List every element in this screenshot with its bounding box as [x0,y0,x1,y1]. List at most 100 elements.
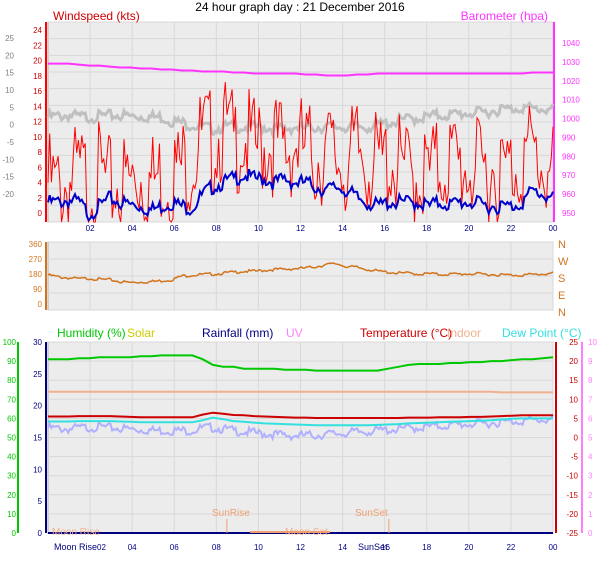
tick-label: 1020 [562,77,580,86]
x-tick-label: 14 [338,224,347,233]
legend-solar: Solar [127,326,155,340]
tick-label: 70 [7,395,16,404]
tick-label: 6 [588,414,593,423]
tick-label: 0 [574,434,579,443]
wind-direction-series-line [47,262,554,284]
tick-label: 0 [38,209,43,218]
tick-label: 8 [588,376,593,385]
tick-label: 18 [33,72,42,81]
x-tick-label: 02 [86,224,95,233]
tick-label: -10 [566,472,578,481]
tick-label: 12 [33,118,42,127]
direction-grid [48,241,554,311]
x-tick-label: 08 [212,543,221,552]
sunset-label: SunSet [355,508,388,519]
tick-label: 10 [33,465,42,474]
tick-label: 25 [569,338,578,347]
tick-label: 980 [562,152,576,161]
x-tick-label: 06 [170,224,179,233]
x-tick-label: 18 [422,543,431,552]
tick-label: 20 [569,357,578,366]
tick-label: 1010 [562,96,580,105]
temperature-grid [48,341,554,534]
tick-label: 40 [7,453,16,462]
grey-series-line [46,100,555,141]
tick-label: 20 [33,57,42,66]
tick-label: 990 [562,133,576,142]
barometer-series-line [48,62,553,77]
x-tick-label: 18 [422,224,431,233]
x-tick-label: 00 [549,543,558,552]
tick-label: 90 [7,357,16,366]
tick-label: 100 [3,338,17,347]
legend-temperature: Temperature (°C) [360,326,452,340]
tick-label: 5 [38,497,43,506]
tick-label: 0 [12,529,17,538]
tick-label: 15 [569,376,578,385]
tick-label: 960 [562,190,576,199]
wind-x-ticks: 02 04 06 08 10 12 14 16 18 20 22 00 [86,224,558,233]
tick-label: -20 [566,510,578,519]
tick-label: 25 [5,34,14,43]
tick-label: 90 [33,285,42,294]
tick-label: S [558,273,565,285]
tick-label: 7 [588,395,593,404]
x-tick-label: 22 [506,224,515,233]
grey-axis-ticks: 25 20 15 10 5 0 -5 -10 -15 -20 [2,34,14,199]
tick-label: 0 [10,121,15,130]
temp-axis-ticks: 25 20 15 10 5 0 -5 -10 -15 -20 -25 [566,338,578,538]
tick-label: 970 [562,171,576,180]
tick-label: 22 [33,41,42,50]
x-tick-label: 06 [170,543,179,552]
x-tick-label: 04 [128,543,137,552]
humidity-series-line [48,354,554,372]
tick-label: 5 [574,414,579,423]
tick-label: 1030 [562,58,580,67]
barometer-axis-label: Barometer (hpa) [461,9,548,23]
tick-label: 6 [38,163,43,172]
tick-label: 5 [10,103,15,112]
tick-label: 15 [33,434,42,443]
tick-label: -5 [571,453,579,462]
x-tick-label: 16 [381,543,390,552]
tick-label: 16 [33,87,42,96]
x-tick-label: 14 [338,543,347,552]
tick-label: 1000 [562,115,580,124]
legend-dew-point: Dew Point (°C) [502,326,581,340]
tick-label: 14 [33,102,42,111]
direction-degree-ticks: 360 270 180 90 0 [29,240,43,309]
tick-label: -20 [2,190,14,199]
barometer-axis-ticks: 1040 1030 1020 1010 1000 990 980 970 960 950 [562,39,580,218]
tick-label: N [558,307,566,319]
tick-label: -5 [7,138,15,147]
tick-label: E [558,290,565,302]
tick-label: 10 [569,395,578,404]
x-tick-label: 22 [506,543,515,552]
tick-label: 4 [588,453,593,462]
sunset-axis-label: SunSet [358,542,388,552]
rain-axis-ticks: 30 25 20 15 10 5 0 [33,338,42,538]
chart-title: 24 hour graph day : 21 December 2016 [195,0,405,14]
legend-uv: UV [286,326,303,340]
tick-label: 9 [588,357,593,366]
direction-series [47,262,554,284]
temperature-series [47,354,554,534]
tick-label: 3 [588,472,593,481]
tick-label: 2 [588,491,593,500]
tick-label: 0 [38,529,43,538]
tick-label: 950 [562,209,576,218]
tick-label: -10 [2,155,14,164]
tick-label: 1 [588,510,593,519]
tick-label: -15 [2,173,14,182]
x-tick-label: 10 [254,224,263,233]
tick-label: 180 [29,270,43,279]
legend-rainfall: Rainfall (mm) [202,326,273,340]
lavender-series-line [47,414,554,442]
tick-label: 24 [33,26,42,35]
